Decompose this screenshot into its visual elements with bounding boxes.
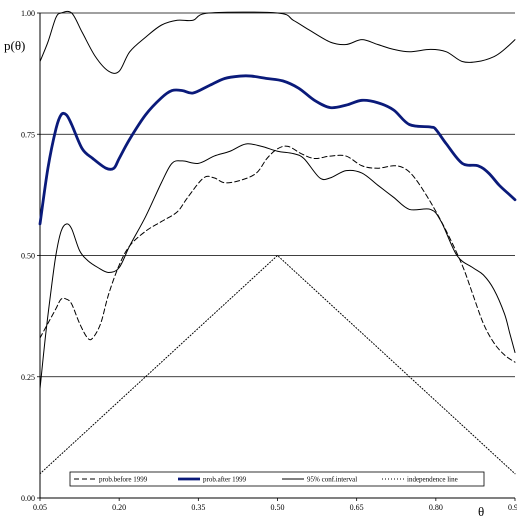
gridlines [40,12,515,378]
y-tick-label: 0.25 [21,373,35,382]
legend-box [69,471,485,487]
tick-labels: 0.00 0.25 0.50 0.75 1.00 0.05 0.20 0.35 0.50 0.65… [21,9,517,512]
x-tick-label: 0.65 [350,503,364,512]
legend-label: 95% conf.interval [307,476,357,484]
y-tick-label: 0.50 [21,252,35,261]
series-line-prob-before-1999 [39,145,516,363]
series-line-independence-line [39,255,516,475]
x-tick-label: 0.80 [429,503,443,512]
y-tick-label: 0.75 [21,130,35,139]
series-line-95-conf-interval-upper [39,10,516,74]
series-line-prob-after-1999 [38,74,517,226]
x-tick-label: 0.95 [508,503,517,512]
legend: prob.before 1999 prob.after 1999 95% conf.… [69,471,485,487]
y-axis-title: p(θ) [4,38,25,53]
y-tick-label: 0.00 [21,494,35,503]
y-tick-label: 1.00 [21,9,35,18]
legend-label: prob.after 1999 [203,476,247,484]
x-tick-label: 0.05 [33,503,47,512]
series-line-95-conf-interval [39,143,516,390]
x-axis-title: θ [478,504,484,517]
legend-label: prob.before 1999 [99,476,148,484]
x-tick-label: 0.50 [271,503,285,512]
legend-label: independence line [407,476,458,484]
x-tick-label: 0.35 [191,503,205,512]
series-lines [38,10,517,475]
x-tick-label: 0.20 [112,503,126,512]
